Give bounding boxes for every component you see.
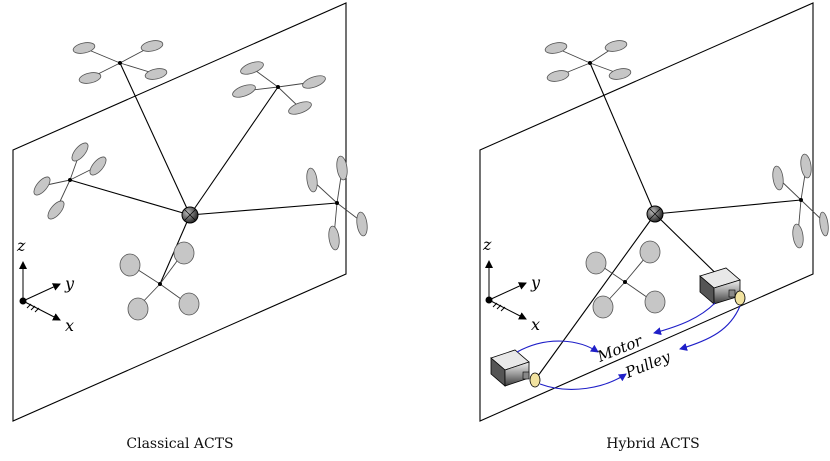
right-y-label: y xyxy=(530,273,541,292)
right-x-label: x xyxy=(531,315,540,334)
right-annotation-arrows xyxy=(516,302,741,390)
left-y-label: y xyxy=(64,274,75,293)
right-motor-2 xyxy=(699,267,746,306)
right-z-label: z xyxy=(482,235,492,254)
right-pulley-2 xyxy=(734,290,746,306)
left-drone-4 xyxy=(306,155,368,251)
right-payload xyxy=(646,205,664,223)
right-drone-1 xyxy=(544,40,632,82)
left-x-label: x xyxy=(65,316,74,335)
right-plane-frame xyxy=(479,2,814,422)
right-motor-1 xyxy=(490,349,541,388)
right-caption: Hybrid ACTS xyxy=(606,436,699,452)
classical-acts-panel: z y x Classical ACTS xyxy=(12,2,368,452)
right-cables xyxy=(534,62,802,381)
right-drone-3 xyxy=(585,240,666,319)
left-drone-5 xyxy=(119,241,200,321)
right-pulley-1 xyxy=(529,372,541,388)
hybrid-acts-panel: Motor Pulley z y x Hybrid ACTS xyxy=(479,2,829,452)
left-payload xyxy=(181,206,199,224)
left-drone-3 xyxy=(33,142,107,220)
left-cables xyxy=(69,62,338,285)
right-drone-2 xyxy=(772,153,829,249)
left-drone-1 xyxy=(72,40,168,84)
left-plane-frame xyxy=(12,2,347,422)
left-drone-2 xyxy=(232,61,326,115)
left-axes: z y x xyxy=(16,236,75,335)
right-axes: z y x xyxy=(482,235,541,334)
left-z-label: z xyxy=(16,236,26,255)
left-caption: Classical ACTS xyxy=(126,436,233,452)
